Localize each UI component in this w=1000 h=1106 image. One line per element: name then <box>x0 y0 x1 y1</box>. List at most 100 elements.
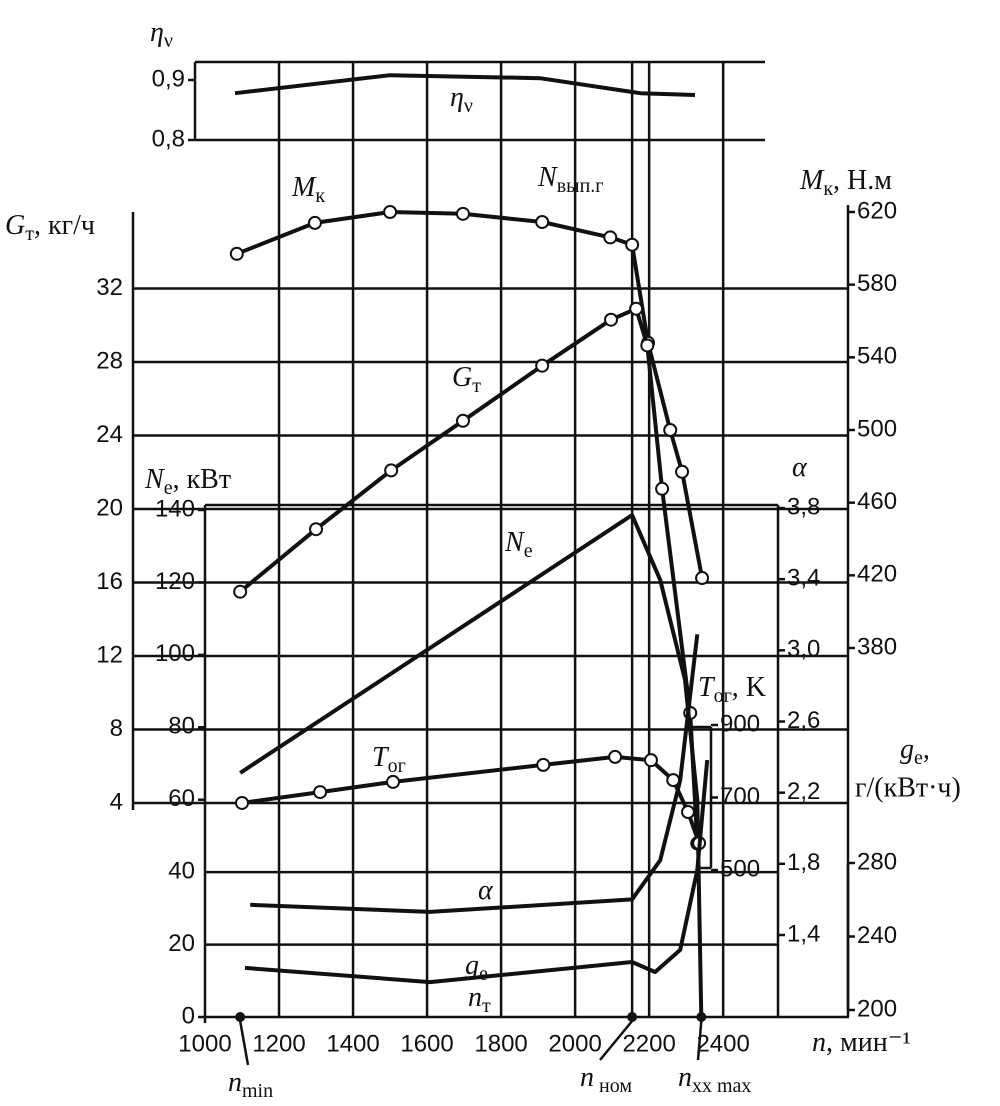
x-marker <box>696 1012 707 1022</box>
axis-label: г/(кВт·ч) <box>855 772 961 803</box>
leader <box>599 1020 634 1061</box>
series-label: Tог <box>372 742 406 776</box>
y-tick-label: 3,0 <box>787 636 820 663</box>
series-line <box>234 73 696 97</box>
point <box>536 757 551 772</box>
point <box>535 214 550 229</box>
series-label: Ne <box>504 527 533 561</box>
y-tick-label: 80 <box>168 713 195 740</box>
y-tick-label: 500 <box>720 855 760 882</box>
y-tick-label: 620 <box>857 197 897 224</box>
y-tick-label: 28 <box>96 347 123 374</box>
point <box>313 785 328 800</box>
x-marker <box>235 1012 246 1022</box>
point <box>604 312 619 327</box>
y-tick-label: 1,4 <box>787 920 820 947</box>
point <box>681 805 695 819</box>
y-tick-label: 16 <box>96 568 123 595</box>
point <box>235 795 250 810</box>
y-tick-label: 12 <box>96 641 123 668</box>
axis-label: ην <box>150 17 173 51</box>
point <box>307 215 322 230</box>
point <box>386 774 401 789</box>
point <box>233 584 248 599</box>
x-tick-label: 1000 <box>178 1030 231 1057</box>
x-marker-label: n ном <box>580 1062 632 1096</box>
y-tick-label: 40 <box>168 857 195 884</box>
y-tick-label: 200 <box>857 995 897 1022</box>
series-label: Mк <box>291 172 325 206</box>
y-tick-label: 20 <box>96 494 123 521</box>
y-tick-label: 240 <box>857 922 897 949</box>
y-tick-label: 32 <box>96 274 123 301</box>
x-tick-label: 1200 <box>252 1030 305 1057</box>
point <box>695 571 710 586</box>
point <box>629 301 644 316</box>
y-tick-label: 280 <box>857 848 897 875</box>
y-tick-label: 500 <box>857 415 897 442</box>
series-label: Gт <box>452 362 481 396</box>
y-tick-label: 24 <box>96 421 123 448</box>
y-tick-label: 700 <box>720 783 760 810</box>
y-tick-label: 20 <box>168 930 195 957</box>
y-tick-label: 540 <box>857 343 897 370</box>
axis-label: Gт, кг/ч <box>5 210 95 244</box>
x-tick-label: 2400 <box>696 1030 749 1057</box>
x-tick-label: 2200 <box>622 1030 675 1057</box>
leader <box>696 1020 703 1061</box>
x-tick-label: 2000 <box>548 1030 601 1057</box>
axis-label: Ne, кВт <box>144 464 231 498</box>
point <box>603 230 618 245</box>
y-tick-label: 0,8 <box>152 125 185 152</box>
x-tick-label: 1600 <box>400 1030 453 1057</box>
y-tick-label: 4 <box>110 788 123 815</box>
x-marker <box>627 1012 638 1022</box>
series-label: ge <box>465 950 488 984</box>
point <box>643 753 658 768</box>
x-marker-label: nmin <box>228 1067 273 1101</box>
y-tick-label: 1,8 <box>787 849 820 876</box>
y-tick-label: 2,6 <box>787 707 820 734</box>
y-tick-label: 900 <box>720 710 760 737</box>
point <box>608 749 623 764</box>
axis-label: Tог, K <box>698 672 766 706</box>
y-tick-label: 60 <box>168 785 195 812</box>
point <box>655 481 670 496</box>
y-tick-label: 100 <box>155 640 195 667</box>
x-tick-label: 1400 <box>326 1030 379 1057</box>
y-tick-label: 460 <box>857 488 897 515</box>
axis-label: ge, <box>900 734 930 768</box>
annotation: nт <box>468 982 491 1016</box>
x-marker-label: nxx max <box>678 1062 751 1096</box>
y-tick-label: 380 <box>857 633 897 660</box>
y-tick-label: 140 <box>155 495 195 522</box>
regulator-label: Nвып.г <box>537 162 603 196</box>
point <box>535 358 550 373</box>
x-tick-label: 1800 <box>474 1030 527 1057</box>
series-line <box>250 634 700 914</box>
point <box>309 522 324 537</box>
series-label: ην <box>450 82 473 116</box>
y-tick-label: 3,8 <box>787 493 820 520</box>
y-tick-label: 3,4 <box>787 565 820 592</box>
series-line <box>241 754 701 844</box>
y-tick-label: 8 <box>110 715 123 742</box>
point <box>640 338 655 353</box>
y-tick-label: 580 <box>857 270 897 297</box>
point <box>383 205 398 219</box>
point <box>229 246 244 261</box>
y-tick-label: 120 <box>155 568 195 595</box>
y-tick-label: 2,2 <box>787 778 820 805</box>
point <box>663 423 678 437</box>
point <box>455 413 470 428</box>
y-tick-label: 420 <box>857 561 897 588</box>
y-tick-label: 0,9 <box>152 65 185 92</box>
leader <box>238 1020 250 1066</box>
point <box>384 463 399 478</box>
point <box>455 206 470 221</box>
y-tick-label: 0 <box>182 1002 195 1029</box>
point <box>675 464 690 479</box>
axis-label: α <box>792 452 808 483</box>
